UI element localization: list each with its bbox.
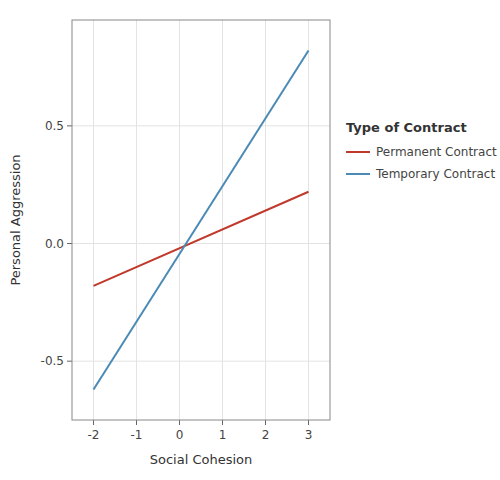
x-tick: [222, 420, 223, 425]
legend-title: Type of Contract: [346, 120, 467, 135]
x-tick: [265, 420, 266, 425]
x-tick: [136, 420, 137, 425]
series-line: [94, 51, 309, 390]
y-tick: [67, 243, 72, 244]
grid: [72, 20, 330, 420]
y-tick-label: 0.5: [45, 119, 64, 133]
x-tick: [93, 420, 94, 425]
chart-svg: -2 -1 0 1 2 3 -0.5 0.0 0.5 Social Cohesion Persona…: [0, 0, 500, 480]
chart-container: -2 -1 0 1 2 3 -0.5 0.0 0.5 Social Cohesion Persona…: [0, 0, 500, 480]
x-tick-label: 3: [305, 428, 313, 442]
x-grid-line: [93, 20, 94, 420]
x-grid-line: [179, 20, 180, 420]
x-tick-label: 0: [176, 428, 184, 442]
y-grid-line: [72, 243, 330, 244]
y-axis-label: Personal Aggression: [8, 154, 23, 285]
x-tick: [179, 420, 180, 425]
x-grid-line: [308, 20, 309, 420]
y-tick: [67, 361, 72, 362]
series-lines: [94, 51, 309, 390]
y-tick-label: 0.0: [45, 237, 64, 251]
plot-background: [72, 20, 330, 420]
x-tick-label: -2: [88, 428, 100, 442]
x-tick: [308, 420, 309, 425]
legend-swatch: [346, 151, 370, 153]
legend-entry: Permanent Contract: [376, 145, 497, 159]
y-grid-line: [72, 125, 330, 126]
x-tick-label: -1: [131, 428, 143, 442]
x-grid-line: [222, 20, 223, 420]
x-axis-label: Social Cohesion: [150, 452, 253, 467]
y-tick: [67, 125, 72, 126]
series-line: [94, 192, 309, 286]
legend: Type of Contract Permanent Contract Tempor…: [346, 120, 497, 181]
x-tick-label: 2: [262, 428, 270, 442]
x-grid-line: [265, 20, 266, 420]
legend-swatch: [346, 173, 370, 175]
x-tick-label: 1: [219, 428, 227, 442]
plot-frame: [72, 20, 330, 420]
x-grid-line: [136, 20, 137, 420]
y-tick-label: -0.5: [41, 354, 64, 368]
legend-entry: Temporary Contract: [375, 167, 495, 181]
